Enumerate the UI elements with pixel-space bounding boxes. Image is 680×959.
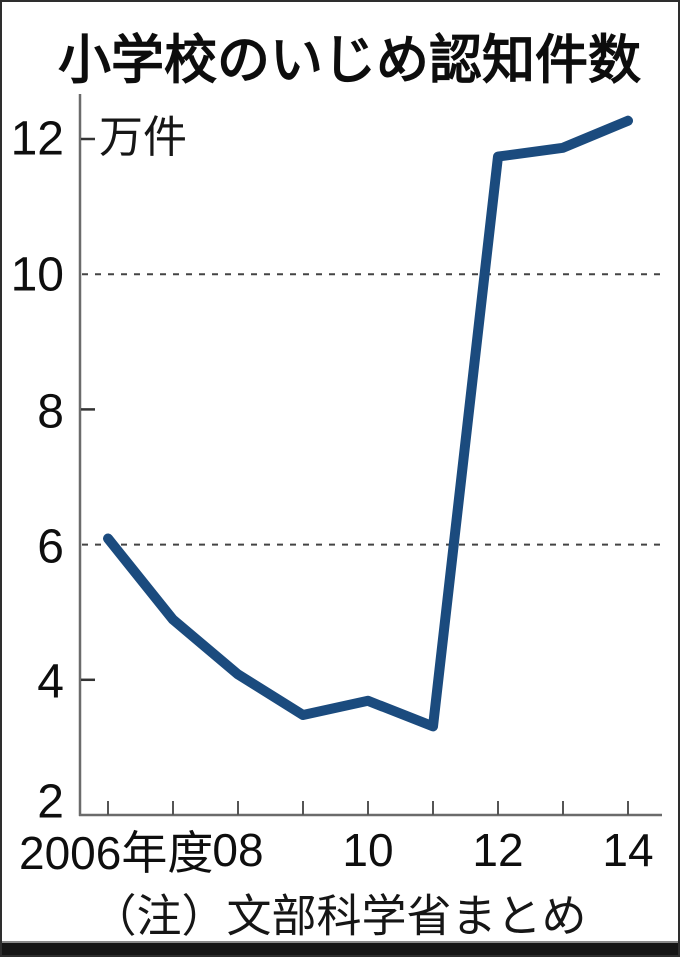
y-axis-unit-label: 万件 <box>99 113 187 162</box>
x-tick-label-12: 12 <box>472 824 524 876</box>
y-tick-label-6: 6 <box>37 520 64 574</box>
data-series-line <box>103 115 633 732</box>
x-tick-label-2006: 2006年度 <box>19 827 214 879</box>
y-tick-label-2: 2 <box>37 775 64 829</box>
chart-title: 小学校のいじめ認知件数 <box>58 31 641 90</box>
source-note: （注）文部科学省まとめ <box>91 890 587 942</box>
bottom-black-bar <box>2 941 678 955</box>
y-tick-label-10: 10 <box>10 248 64 302</box>
x-tick-label-08: 08 <box>212 824 264 876</box>
y-tick-label-4: 4 <box>37 655 64 709</box>
x-tick-label-10: 10 <box>342 824 394 876</box>
x-tick-label-14: 14 <box>602 824 654 876</box>
y-tick-label-12: 12 <box>10 112 64 166</box>
y-tick-label-8: 8 <box>37 385 64 439</box>
